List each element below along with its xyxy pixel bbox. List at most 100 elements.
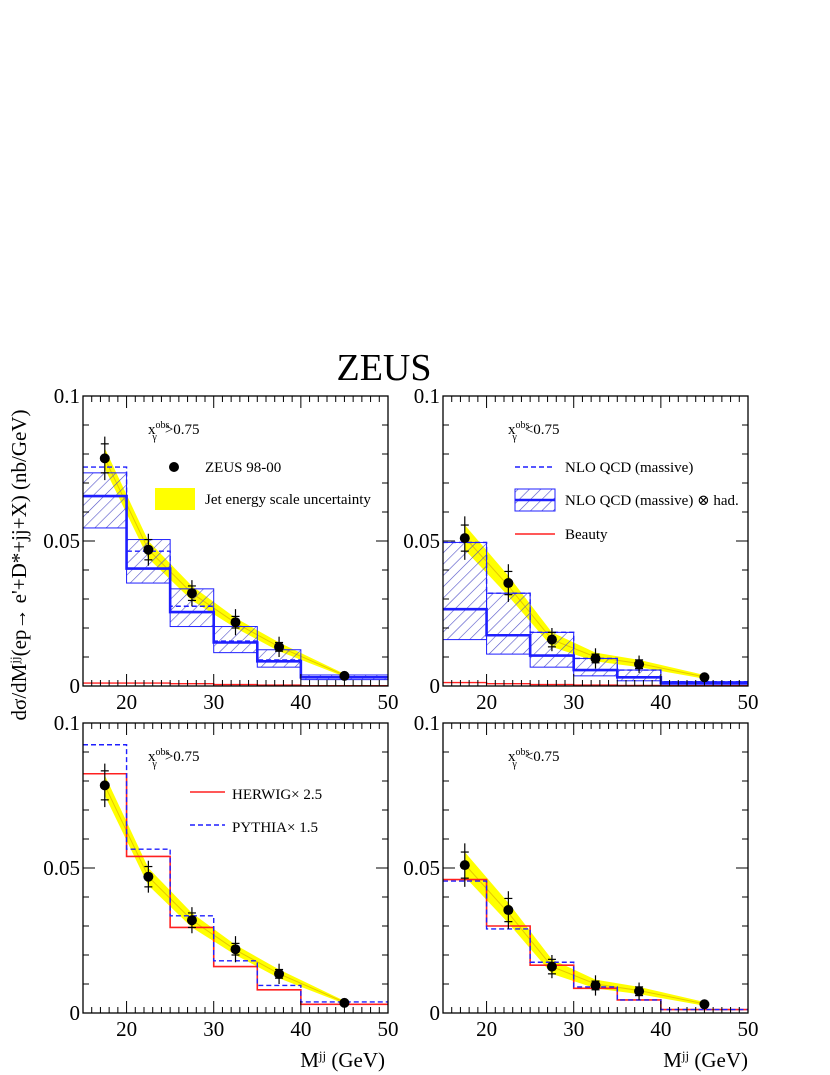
data-point [186, 588, 197, 599]
panel-top-left: 20 30 40 50 0 0.05 0.1 xobs γ >0.75 [43, 384, 398, 714]
data-point [339, 670, 350, 681]
x-tick-label: 20 [476, 1017, 497, 1041]
panel-bottom-left: 20 30 40 50 0 0.05 0.1 xobs γ >0.75 [43, 711, 398, 1041]
y-axis-label: dσ/dMjj(ep→ e'+D*+jj+X) (nb/GeV) [7, 410, 32, 721]
data-point [274, 968, 285, 979]
panel-annotation: xobs γ >0.75 [148, 420, 200, 443]
x-tick-label: 40 [650, 690, 671, 714]
y-tick-label: 0.1 [414, 711, 440, 735]
legend-jes-label: Jet energy scale uncertainty [205, 492, 371, 508]
legend-bottom-left: HERWIG× 2.5 PYTHIA× 1.5 [190, 787, 322, 836]
data-point [459, 533, 470, 544]
y-tick-label: 0 [430, 674, 441, 698]
y-tick-label: 0 [70, 1001, 81, 1025]
jes-uncertainty-band [464, 525, 705, 679]
x-tick-label: 50 [738, 690, 759, 714]
x-axis-label-left: Mjj (GeV) [300, 1048, 385, 1073]
legend-herwig-label: HERWIG× 2.5 [232, 787, 322, 803]
y-tick-label: 0.05 [403, 529, 440, 553]
x-axis-label-left-main: M [300, 1048, 319, 1072]
nlo-had-uncertainty-box [82, 472, 128, 529]
data-point [186, 915, 197, 926]
data-point [503, 905, 514, 916]
panel-annotation: xobs γ <0.75 [508, 420, 560, 443]
annotation-cut: <0.75 [525, 749, 560, 765]
beauty-histogram [83, 682, 388, 687]
annotation-obs: obs [156, 747, 170, 758]
panel-annotation: xobs γ >0.75 [148, 747, 200, 770]
x-axis-label-right-main: M [663, 1048, 682, 1072]
legend-jes-swatch [155, 488, 195, 510]
jes-uncertainty-band [464, 852, 705, 1006]
data-point [546, 634, 557, 645]
y-tick-label: 0.1 [414, 384, 440, 408]
nlo-qcd-histogram [443, 541, 748, 683]
x-tick-label: 40 [290, 1017, 311, 1041]
chart-title: ZEUS [337, 347, 432, 389]
annotation-x: x [508, 422, 516, 438]
data-point [99, 780, 110, 791]
herwig-histogram [83, 772, 388, 1006]
jes-band-centre [104, 785, 345, 1003]
data-point [699, 999, 710, 1010]
x-tick-label: 20 [116, 1017, 137, 1041]
y-tick-label: 0 [430, 1001, 441, 1025]
x-tick-label: 30 [203, 690, 224, 714]
data-point [503, 578, 514, 589]
annotation-x: x [508, 749, 516, 765]
data-point [143, 544, 154, 555]
y-tick-label: 0.05 [43, 856, 80, 880]
data-point [590, 653, 601, 664]
x-tick-label: 20 [116, 690, 137, 714]
data-point [230, 617, 241, 628]
legend-data-marker [169, 462, 179, 472]
data-point [699, 672, 710, 683]
nlo-had-uncertainty-box [486, 592, 531, 655]
legend-pythia-label: PYTHIA× 1.5 [232, 820, 318, 836]
pythia-histogram [83, 744, 388, 1003]
x-tick-label: 20 [476, 690, 497, 714]
data-point [546, 961, 557, 972]
y-tick-label: 0.05 [403, 856, 440, 880]
data-point [634, 986, 645, 997]
legend-nlo-label: NLO QCD (massive) [565, 460, 693, 476]
legend-beauty-label: Beauty [565, 527, 608, 543]
annotation-cut: >0.75 [165, 422, 200, 438]
panel-bottom-right: 20 30 40 50 0 0.05 0.1 xobs γ <0.75 [403, 711, 758, 1041]
x-tick-label: 50 [738, 1017, 759, 1041]
legend-nlo-had-label: NLO QCD (massive) ⊗ had. [565, 493, 739, 509]
y-tick-label: 0.1 [54, 384, 80, 408]
annotation-cut: >0.75 [165, 749, 200, 765]
data-point [634, 659, 645, 670]
annotation-gamma: γ [511, 432, 517, 443]
y-tick-label: 0.1 [54, 711, 80, 735]
x-axis-label-right-unit: (GeV) [689, 1048, 748, 1072]
x-axis-label-right: Mjj (GeV) [663, 1048, 748, 1073]
x-tick-label: 50 [378, 1017, 399, 1041]
x-tick-label: 30 [203, 1017, 224, 1041]
annotation-x: x [148, 422, 156, 438]
jes-uncertainty-band [104, 775, 345, 1004]
x-tick-label: 30 [563, 1017, 584, 1041]
data-point [143, 871, 154, 882]
y-axis-label-sup: jj [7, 656, 22, 664]
panel-top-right: 20 30 40 50 0 0.05 0.1 xobs γ <0.75 [403, 384, 758, 714]
data-point [459, 860, 470, 871]
annotation-obs: obs [156, 420, 170, 431]
annotation-obs: obs [516, 747, 530, 758]
data-point [99, 453, 110, 464]
x-axis-label-right-sup: jj [681, 1048, 689, 1063]
y-tick-label: 0 [70, 674, 81, 698]
x-tick-label: 40 [650, 1017, 671, 1041]
panel-frame [442, 722, 749, 1014]
x-axis-label-left-sup: jj [318, 1048, 326, 1063]
nlo-qcd-had-histogram [83, 494, 388, 679]
annotation-gamma: γ [511, 759, 517, 770]
y-tick-label: 0.05 [43, 529, 80, 553]
panel-annotation: xobs γ <0.75 [508, 747, 560, 770]
legend-data-label: ZEUS 98-00 [205, 460, 281, 476]
legend-top-left: ZEUS 98-00 Jet energy scale uncertainty [155, 460, 371, 510]
annotation-x: x [148, 749, 156, 765]
